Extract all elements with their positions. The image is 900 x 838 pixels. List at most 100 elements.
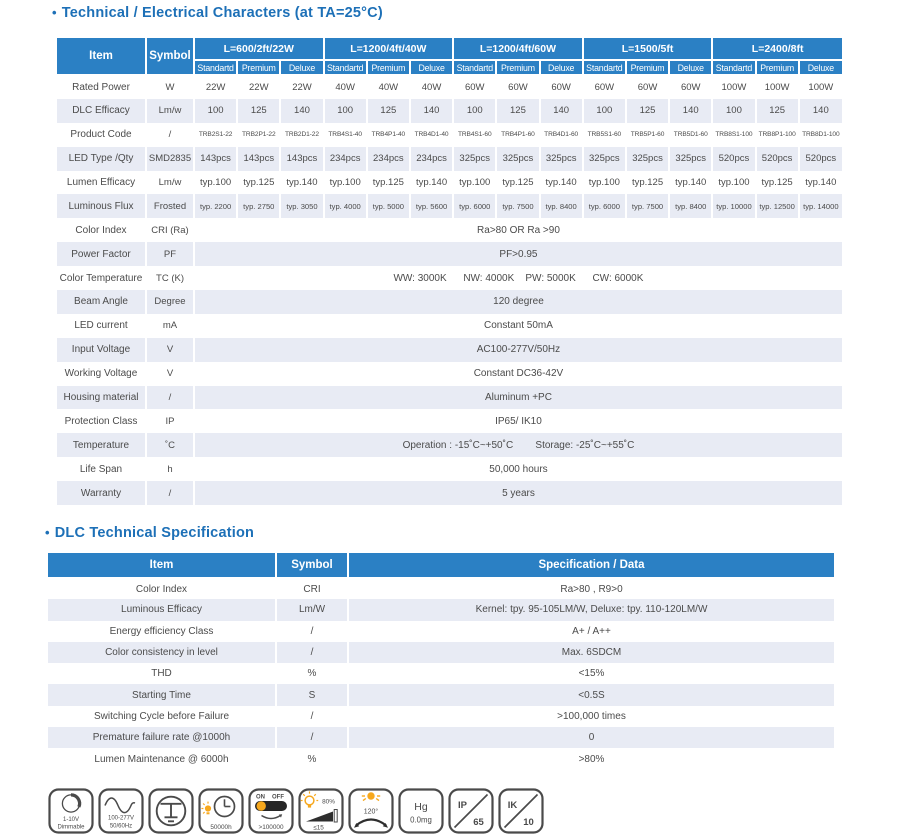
table-row: Working Voltage V Constant DC36-42V [55,361,842,386]
column-subheader: Standartd [581,60,626,76]
table-row: Premature failure rate @1000h/0 [46,727,834,749]
cell-value: 520pcs [797,146,842,171]
column-group-header: L=2400/8ft [711,38,842,61]
row-label: Working Voltage [55,361,146,386]
cell-value: typ. 8400 [668,194,713,219]
cell-value: typ. 7500 [495,194,540,219]
row-symbol: CRI [275,578,348,600]
cell-value: typ.125 [365,170,410,195]
cell-value: 100 [711,98,756,123]
row-spec-value: A+ / A++ [347,620,834,642]
badge-label: 10 [523,817,534,828]
cell-value: 100W [797,75,842,99]
row-label: Luminous Flux [55,194,146,219]
table-row: Life Span h 50,000 hours [55,457,842,482]
bullet-icon: • [45,525,50,540]
cell-value: typ. 6000 [581,194,626,219]
cell-value: typ.125 [236,170,281,195]
badge-label: ON [256,795,265,801]
cell-value: typ.140 [279,170,324,195]
cell-value: typ. 2200 [192,194,238,219]
row-symbol: / [145,385,194,410]
table-row: Product Code / TRB2S1-22 TRB2P1-22 TRB2D1-22… [55,122,842,147]
column-subheader: Deluxe [668,60,713,76]
badge-label: 80% [322,799,335,806]
cell-value: 234pcs [408,146,454,171]
table-row: Power Factor PF PF>0.95 [55,242,842,267]
cell-value: TRB2P1-22 [236,122,281,147]
row-symbol: W [145,75,194,99]
ik10-icon: IK 10 [498,788,544,834]
cell-value: typ.100 [581,170,626,195]
table-row: Luminous Efficacy Lm/W Kernel: tpy. 95-105… [46,599,834,621]
table-row: Color consistency in level / Max. 6SDCM [46,641,834,664]
cell-value: typ.100 [452,170,497,195]
column-header-item: Item [55,38,146,76]
badge-label: OFF [272,795,284,801]
column-group-header: L=600/2ft/22W [193,38,324,61]
cell-value: 234pcs [322,146,367,171]
table-row: Temperature ˚C Operation : -15˚C~+50˚C Sto… [55,433,842,458]
badge-label: 50000h [210,824,232,831]
row-label: LED Type /Qty [55,146,146,171]
cell-value: TRB4D1-60 [538,122,583,147]
cell-value: TRB4S1-40 [322,122,367,147]
section-title-technical-text: Technical / Electrical Characters (at TA… [61,5,383,21]
row-span-value: 50,000 hours [193,457,842,482]
table-row: Luminous Flux Frosted typ. 2200 typ. 2750 ty… [55,194,842,219]
cell-value: typ. 8400 [538,194,583,219]
row-span-value: WW: 3000K NW: 4000K PW: 5000K CW: 6000K [193,266,842,291]
cell-value: 125 [365,98,410,123]
row-label: Luminous Efficacy [46,599,276,621]
certification-badges-row: 1-10V Dimmable 100-277V 50/60Hz [48,788,544,834]
row-symbol: Frosted [145,194,194,219]
row-spec-value: Kernel: tpy. 95-105LM/W, Deluxe: tpy. 11… [347,599,834,621]
column-subheader: Deluxe [538,60,583,76]
row-symbol: PF [145,242,194,267]
row-label: Color consistency in level [46,641,276,664]
technical-electrical-table: Item Symbol L=600/2ft/22W L=1200/4ft/40W L=1… [55,38,842,506]
column-header-spec: Specification / Data [347,553,834,579]
cell-value: typ. 12500 [754,194,799,219]
badge-label: Dimmable [57,824,85,830]
row-symbol: Lm/W [275,599,348,621]
cell-value: 100 [322,98,367,123]
badge-label: >100000 [258,824,284,831]
row-symbol: V [145,361,194,386]
cell-value: typ. 2750 [236,194,281,219]
cell-value: TRB4P1-40 [365,122,410,147]
table-row: Color Index CRI (Ra) Ra>80 OR Ra >90 [55,218,842,243]
row-symbol: % [275,663,348,685]
cell-value: 22W [279,75,324,99]
cell-value: 60W [452,75,497,99]
cell-value: 60W [581,75,626,99]
beam-angle-120-icon: 120° [348,788,394,834]
row-span-value: Aluminum +PC [193,385,842,410]
badge-label: 100-277V [108,816,134,822]
column-subheader: Standartd [322,60,367,76]
row-symbol: SMD2835 [145,146,194,171]
cell-value: typ.125 [495,170,540,195]
row-symbol: / [275,620,348,642]
cell-value: 140 [668,98,713,123]
row-span-value: Constant DC36-42V [193,361,842,386]
bullet-icon: • [52,5,57,20]
row-span-value: AC100-277V/50Hz [193,337,842,362]
section-title-dlc: • DLC Technical Specification [45,525,254,541]
cell-value: TRB4P1-60 [495,122,540,147]
row-symbol: / [275,727,348,749]
cell-value: typ.100 [192,170,238,195]
cell-value: 40W [322,75,367,99]
row-label: Color Index [46,578,276,600]
cell-value: 520pcs [711,146,756,171]
table-row: Beam Angle Degree 120 degree [55,290,842,314]
mercury-free-icon: Hg 0.0mg [398,788,444,834]
cell-value: typ.140 [797,170,842,195]
cell-value: typ.140 [668,170,713,195]
row-symbol: / [145,481,194,506]
row-label: Beam Angle [55,290,146,314]
column-group-header: L=1200/4ft/60W [452,38,583,61]
table-row: DLC Efficacy Lm/w 100 125 140 100 125 140 100 125… [55,98,842,123]
row-label: Switching Cycle before Failure [46,705,276,728]
column-group-header: L=1200/4ft/40W [322,38,454,61]
